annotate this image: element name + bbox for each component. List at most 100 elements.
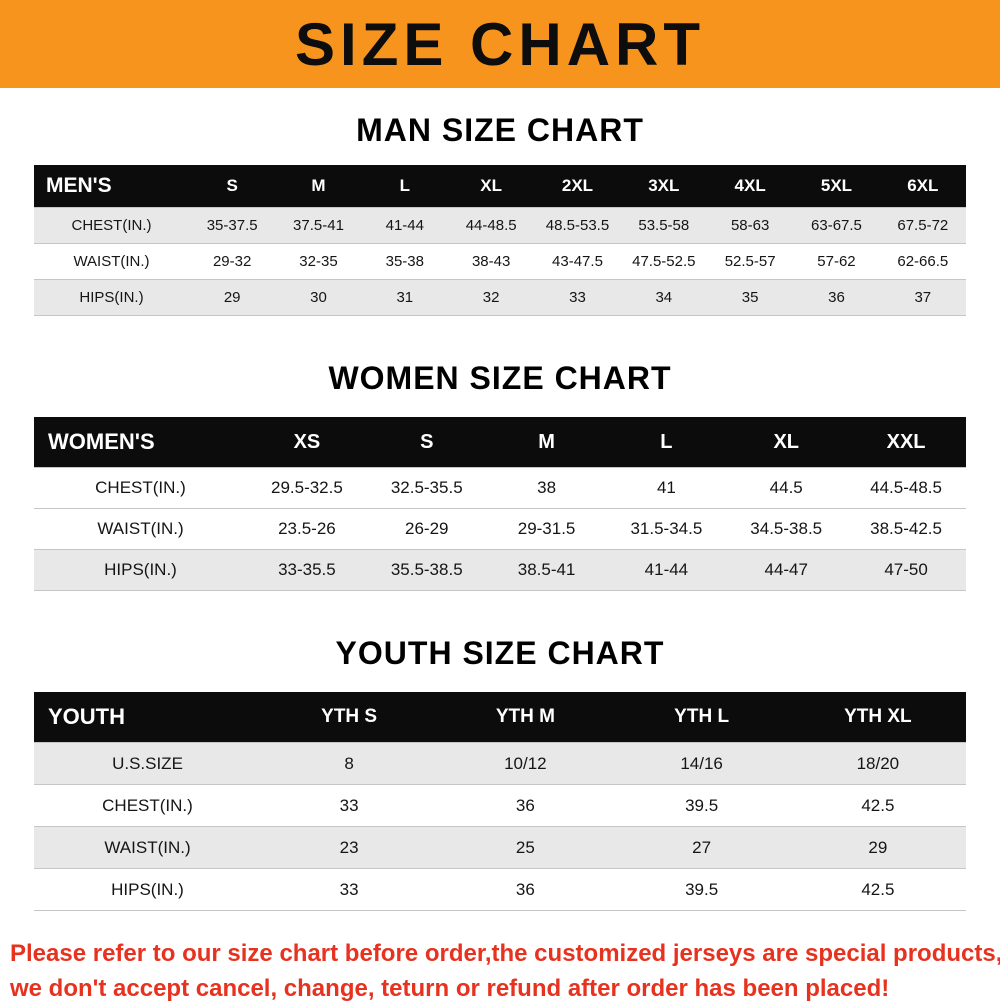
- youth-size-column-header: YTH S: [261, 692, 438, 743]
- men-size-value: 48.5-53.5: [534, 207, 621, 244]
- women-size-value: 26-29: [366, 508, 487, 550]
- women-header-row: WOMEN'S XS S M L XL XXL: [34, 417, 966, 468]
- youth-size-value: 8: [261, 742, 438, 785]
- youth-size-value: 27: [613, 826, 790, 869]
- page-title: SIZE CHART: [295, 10, 705, 78]
- men-size-value: 63-67.5: [793, 207, 880, 244]
- men-size-value: 35-38: [361, 243, 448, 280]
- youth-table-row: CHEST(IN.) 33 36 39.5 42.5: [34, 784, 966, 827]
- women-size-column-header: S: [366, 417, 487, 468]
- men-size-column-header: M: [275, 165, 362, 208]
- men-size-column-header: L: [361, 165, 448, 208]
- men-size-value: 67.5-72: [879, 207, 966, 244]
- youth-size-value: 36: [437, 868, 614, 911]
- women-size-value: 23.5-26: [247, 508, 367, 550]
- men-size-value: 29: [189, 279, 276, 316]
- men-size-value: 58-63: [706, 207, 794, 244]
- men-size-value: 36: [793, 279, 880, 316]
- men-size-value: 38-43: [447, 243, 535, 280]
- women-measurement-label: CHEST(IN.): [34, 467, 247, 509]
- men-header-row: MEN'S S M L XL 2XL 3XL 4XL 5XL 6XL: [34, 165, 966, 208]
- men-size-column-header: 5XL: [793, 165, 880, 208]
- youth-size-column-header: YTH XL: [789, 692, 966, 743]
- men-size-value: 32-35: [275, 243, 362, 280]
- women-size-column-header: L: [606, 417, 727, 468]
- women-size-value: 44-47: [726, 549, 847, 591]
- men-size-column-header: 3XL: [620, 165, 707, 208]
- women-size-column-header: XL: [726, 417, 847, 468]
- youth-measurement-label: U.S.SIZE: [34, 742, 261, 785]
- men-size-value: 31: [361, 279, 448, 316]
- men-size-table: MEN'S S M L XL 2XL 3XL 4XL 5XL 6XL CHEST(IN.) 35-37…: [34, 165, 966, 316]
- youth-size-value: 42.5: [789, 784, 966, 827]
- women-size-value: 41: [606, 467, 727, 509]
- men-size-column-header: 6XL: [879, 165, 966, 208]
- women-table-row: HIPS(IN.) 33-35.5 35.5-38.5 38.5-41 41-44 44-…: [34, 549, 966, 591]
- youth-size-value: 18/20: [789, 742, 966, 785]
- women-size-value: 33-35.5: [247, 549, 367, 591]
- order-notice: Please refer to our size chart before or…: [10, 937, 1000, 1007]
- men-size-value: 44-48.5: [447, 207, 535, 244]
- men-size-column-header: 2XL: [534, 165, 621, 208]
- youth-size-column-header: YTH L: [613, 692, 790, 743]
- youth-header-row: YOUTH YTH S YTH M YTH L YTH XL: [34, 692, 966, 743]
- men-size-value: 33: [534, 279, 621, 316]
- men-table-row: HIPS(IN.) 29 30 31 32 33 34 35 36 37: [34, 279, 966, 316]
- men-measurement-label: WAIST(IN.): [34, 243, 189, 280]
- women-measurement-label: HIPS(IN.): [34, 549, 247, 591]
- men-measurement-label: CHEST(IN.): [34, 207, 189, 244]
- men-size-value: 52.5-57: [706, 243, 794, 280]
- women-table-row: WAIST(IN.) 23.5-26 26-29 29-31.5 31.5-34.5 34…: [34, 508, 966, 550]
- youth-size-table: YOUTH YTH S YTH M YTH L YTH XL U.S.SIZE 8 10/12…: [34, 692, 966, 911]
- men-size-value: 62-66.5: [879, 243, 966, 280]
- women-size-value: 44.5-48.5: [846, 467, 966, 509]
- section-heading-youth: YOUTH SIZE CHART: [335, 635, 665, 671]
- women-size-value: 44.5: [726, 467, 847, 509]
- men-size-value: 32: [447, 279, 535, 316]
- women-size-value: 41-44: [606, 549, 727, 591]
- women-size-value: 38.5-41: [486, 549, 607, 591]
- men-table-row: WAIST(IN.) 29-32 32-35 35-38 38-43 43-47.5 47.…: [34, 243, 966, 280]
- youth-table-row: WAIST(IN.) 23 25 27 29: [34, 826, 966, 869]
- women-size-value: 35.5-38.5: [366, 549, 487, 591]
- men-table-row: CHEST(IN.) 35-37.5 37.5-41 41-44 44-48.5 48.5…: [34, 207, 966, 244]
- men-size-value: 43-47.5: [534, 243, 621, 280]
- men-size-value: 30: [275, 279, 362, 316]
- women-size-column-header: XXL: [846, 417, 966, 468]
- youth-size-value: 25: [437, 826, 614, 869]
- men-size-value: 37.5-41: [275, 207, 362, 244]
- men-size-column-header: S: [189, 165, 276, 208]
- youth-measurement-label: WAIST(IN.): [34, 826, 261, 869]
- youth-table-row: U.S.SIZE 8 10/12 14/16 18/20: [34, 742, 966, 785]
- size-chart-banner: SIZE CHART: [0, 0, 1000, 88]
- women-table-row: CHEST(IN.) 29.5-32.5 32.5-35.5 38 41 44.5 44.5…: [34, 467, 966, 509]
- women-size-value: 34.5-38.5: [726, 508, 847, 550]
- youth-size-value: 33: [261, 784, 438, 827]
- men-table-title-cell: MEN'S: [34, 165, 189, 208]
- women-size-table: WOMEN'S XS S M L XL XXL CHEST(IN.) 29.5-32.5 32.5…: [34, 417, 966, 591]
- men-size-column-header: XL: [447, 165, 535, 208]
- women-size-value: 38: [486, 467, 607, 509]
- men-size-value: 29-32: [189, 243, 276, 280]
- men-size-value: 35: [706, 279, 794, 316]
- women-size-column-header: XS: [247, 417, 367, 468]
- section-heading-women: WOMEN SIZE CHART: [328, 360, 672, 396]
- youth-measurement-label: CHEST(IN.): [34, 784, 261, 827]
- men-size-value: 57-62: [793, 243, 880, 280]
- men-size-value: 53.5-58: [620, 207, 707, 244]
- women-size-value: 32.5-35.5: [366, 467, 487, 509]
- notice-line-2: we don't accept cancel, change, teturn o…: [10, 974, 890, 1002]
- youth-measurement-label: HIPS(IN.): [34, 868, 261, 911]
- men-size-value: 37: [879, 279, 966, 316]
- notice-line-1: Please refer to our size chart before or…: [10, 940, 1000, 967]
- youth-size-value: 23: [261, 826, 438, 869]
- youth-size-value: 33: [261, 868, 438, 911]
- men-size-value: 41-44: [361, 207, 448, 244]
- women-size-value: 47-50: [846, 549, 966, 591]
- size-chart-sections: MAN SIZE CHART MEN'S S M L XL 2XL 3XL 4XL 5XL 6XL C…: [0, 112, 1000, 911]
- youth-size-value: 14/16: [613, 742, 790, 785]
- youth-size-value: 36: [437, 784, 614, 827]
- women-size-value: 38.5-42.5: [846, 508, 966, 550]
- youth-size-value: 10/12: [437, 742, 614, 785]
- women-size-value: 31.5-34.5: [606, 508, 727, 550]
